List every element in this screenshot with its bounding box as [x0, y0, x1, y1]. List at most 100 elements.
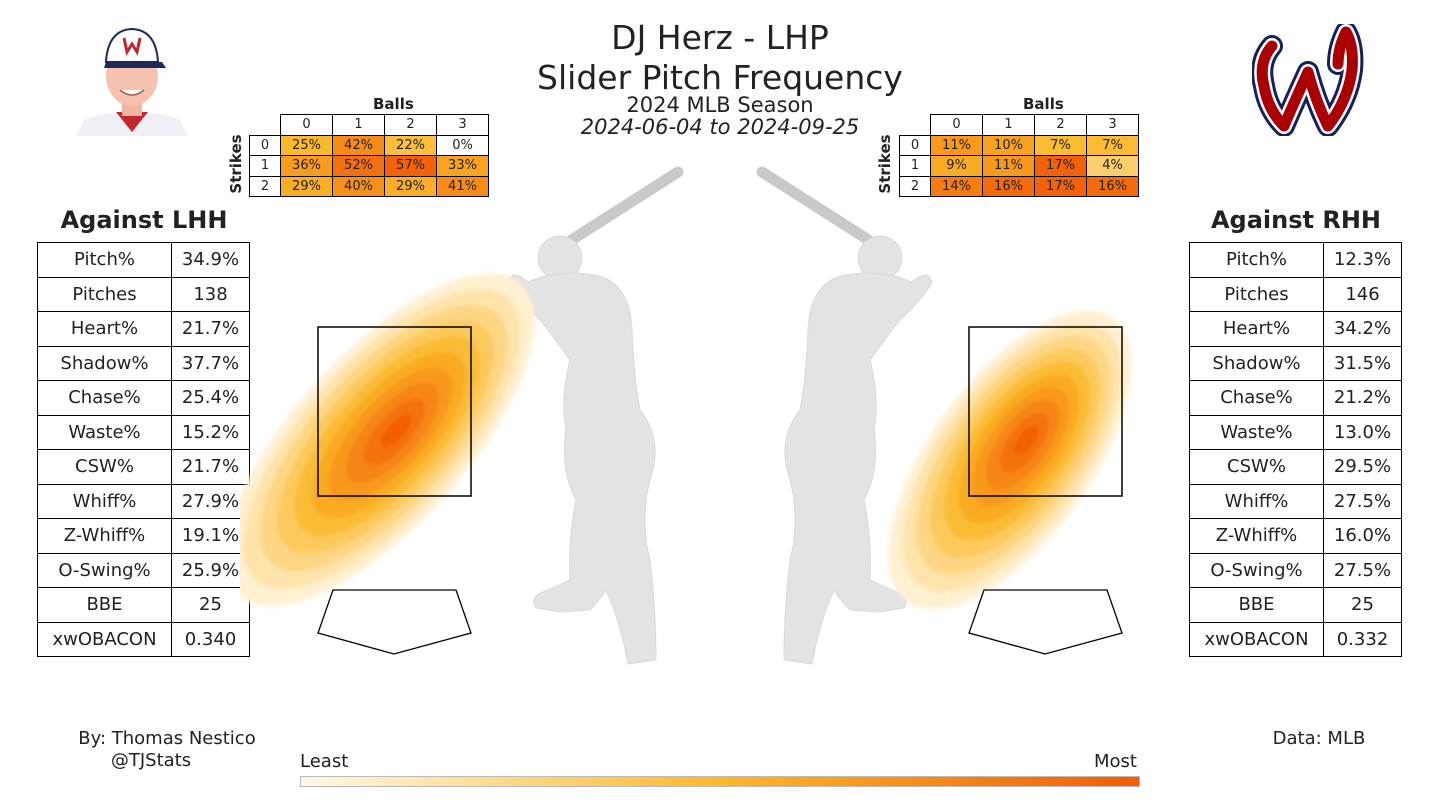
scale-min-label: Least [300, 751, 349, 772]
stat-row: Pitch% 12.3% [1189, 242, 1402, 278]
stat-value: 29.5% [1323, 449, 1402, 485]
stat-label: BBE [37, 587, 172, 623]
stat-value: 25.4% [171, 380, 250, 416]
stat-value: 21.2% [1323, 380, 1402, 416]
balls-label-left: Balls [373, 95, 414, 113]
color-scale-bar [300, 776, 1140, 787]
stat-value: 25 [171, 587, 250, 623]
count-cell: 7% [1034, 134, 1087, 156]
scale-max-label: Most [1094, 751, 1137, 772]
data-source: Data: MLB [1272, 728, 1366, 749]
stat-label: O-Swing% [37, 552, 172, 588]
count-cell: 0% [436, 134, 489, 156]
count-cell: 57% [384, 155, 437, 177]
ball-header: 2 [384, 114, 437, 136]
count-cell: 11% [930, 134, 983, 156]
stats-table-rhh: Pitch% 12.3% Pitches 146 Heart% 34.2% Shadow% 3… [1189, 242, 1402, 657]
author-handle: @TJStats [110, 750, 192, 771]
ball-header: 2 [1034, 114, 1087, 136]
author-credit: By: Thomas Nestico [78, 728, 256, 749]
batter-silhouette-left [507, 166, 684, 665]
count-cell: 16% [982, 175, 1035, 197]
batter-silhouette-right [756, 166, 933, 665]
stat-row: Heart% 34.2% [1189, 311, 1402, 347]
ball-header: 3 [436, 114, 489, 136]
player-headshot [74, 26, 190, 136]
count-cell: 16% [1086, 175, 1139, 197]
stat-label: Waste% [1189, 414, 1324, 450]
count-cell: 7% [1086, 134, 1139, 156]
chart-subtitle: Slider Pitch Frequency [537, 58, 903, 97]
stat-value: 25.9% [171, 552, 250, 588]
count-cell: 52% [332, 155, 385, 177]
count-cell: 22% [384, 134, 437, 156]
count-table-left: 0 1 2 3 0 25% 42% 22% 0% 1 36% 52% 57% 3… [249, 114, 489, 197]
stat-label: Heart% [37, 311, 172, 347]
stat-value: 27.9% [171, 483, 250, 519]
date-range: 2024-06-04 to 2024-09-25 [580, 115, 860, 139]
stat-label: Pitch% [37, 242, 172, 278]
stat-label: Chase% [1189, 380, 1324, 416]
stat-row: BBE 25 [1189, 587, 1402, 623]
stat-label: Waste% [37, 414, 172, 450]
stat-label: Z-Whiff% [37, 518, 172, 554]
team-logo [1252, 24, 1364, 136]
count-table-right: 0 1 2 3 0 11% 10% 7% 7% 1 9% 11% 17% 4% … [899, 114, 1139, 197]
stat-row: Shadow% 31.5% [1189, 345, 1402, 381]
stat-value: 21.7% [171, 449, 250, 485]
season-label: 2024 MLB Season [626, 93, 814, 117]
count-cell: 25% [280, 134, 333, 156]
lhh-title: Against LHH [60, 206, 228, 234]
stat-value: 37.7% [171, 345, 250, 381]
heatmap-left [240, 273, 535, 607]
strike-header: 2 [899, 175, 931, 197]
ball-header: 1 [332, 114, 385, 136]
rhh-title: Against RHH [1210, 206, 1382, 234]
ball-header: 3 [1086, 114, 1139, 136]
stat-label: Heart% [1189, 311, 1324, 347]
strike-header: 0 [899, 134, 931, 156]
stat-label: O-Swing% [1189, 552, 1324, 588]
count-cell: 10% [982, 134, 1035, 156]
stat-label: Pitch% [1189, 242, 1324, 278]
stat-row: xwOBACON 0.332 [1189, 621, 1402, 657]
stat-row: Waste% 15.2% [37, 414, 250, 450]
stat-value: 27.5% [1323, 483, 1402, 519]
stat-row: Pitches 138 [37, 276, 250, 312]
stat-row: BBE 25 [37, 587, 250, 623]
stat-label: Shadow% [1189, 345, 1324, 381]
ball-header: 1 [982, 114, 1035, 136]
stat-label: Shadow% [37, 345, 172, 381]
stat-row: O-Swing% 27.5% [1189, 552, 1402, 588]
count-cell: 14% [930, 175, 983, 197]
stats-table-lhh: Pitch% 34.9% Pitches 138 Heart% 21.7% Shadow% 3… [37, 242, 250, 657]
stat-value: 15.2% [171, 414, 250, 450]
stat-value: 34.2% [1323, 311, 1402, 347]
stat-label: xwOBACON [37, 621, 172, 657]
stat-label: Chase% [37, 380, 172, 416]
stat-row: CSW% 29.5% [1189, 449, 1402, 485]
strike-header: 0 [249, 134, 281, 156]
count-cell: 41% [436, 175, 489, 197]
stat-value: 13.0% [1323, 414, 1402, 450]
stat-row: Heart% 21.7% [37, 311, 250, 347]
stat-label: CSW% [37, 449, 172, 485]
count-cell: 17% [1034, 155, 1087, 177]
count-cell: 29% [280, 175, 333, 197]
stat-value: 19.1% [171, 518, 250, 554]
stat-value: 27.5% [1323, 552, 1402, 588]
stat-row: Z-Whiff% 16.0% [1189, 518, 1402, 554]
stat-label: Whiff% [37, 483, 172, 519]
count-cell: 29% [384, 175, 437, 197]
stat-row: Z-Whiff% 19.1% [37, 518, 250, 554]
heatmap-plot [240, 166, 1132, 665]
strike-zone-left [317, 326, 472, 497]
count-cell: 17% [1034, 175, 1087, 197]
stat-value: 0.340 [171, 621, 250, 657]
stat-row: O-Swing% 25.9% [37, 552, 250, 588]
density-contour [380, 414, 412, 448]
stat-value: 25 [1323, 587, 1402, 623]
stat-label: Pitches [37, 276, 172, 312]
stat-row: Whiff% 27.9% [37, 483, 250, 519]
strike-zone-right [968, 326, 1123, 497]
